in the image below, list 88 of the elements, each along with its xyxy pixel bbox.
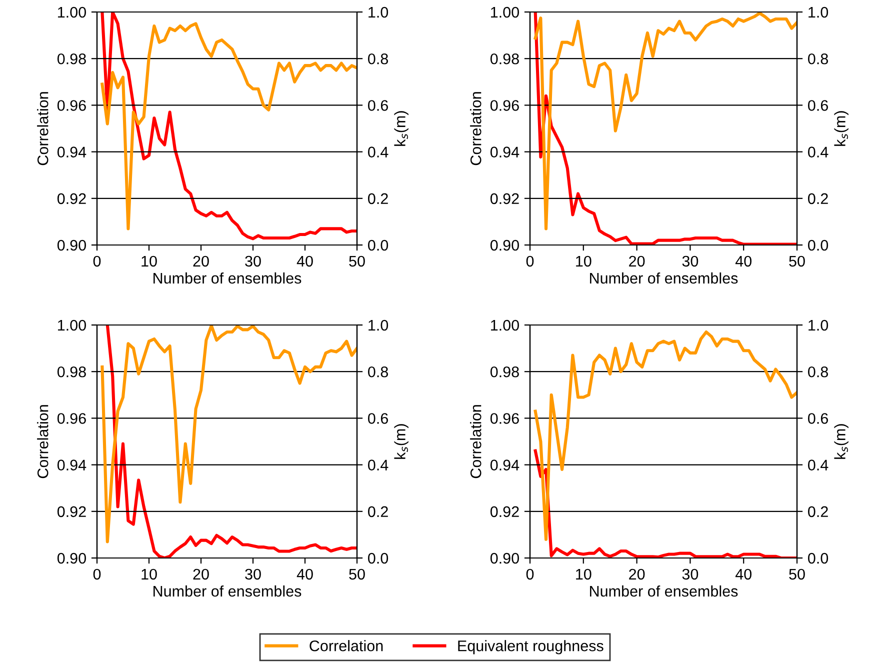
x-tick-label: 0 bbox=[526, 568, 534, 580]
y2-tick-label: 0.8 bbox=[368, 366, 388, 378]
y-tick-label: 0.92 bbox=[490, 193, 519, 204]
y2-tick-label: 0.4 bbox=[368, 460, 388, 470]
y-axis-title: Correlation bbox=[470, 92, 482, 166]
y2-tick-label: 0.2 bbox=[808, 506, 828, 518]
y2-tick-label: 0.4 bbox=[368, 146, 388, 158]
y2-tick-label: 0.0 bbox=[808, 552, 828, 564]
y2-tick-label: 0.4 bbox=[808, 460, 828, 470]
y2-tick-label: 0.0 bbox=[368, 240, 388, 251]
y-tick-label: 0.98 bbox=[490, 53, 519, 64]
y-axis-title: Correlation bbox=[470, 405, 482, 478]
y2-tick-label: 0.2 bbox=[808, 193, 828, 204]
y-tick-label: 0.94 bbox=[490, 146, 520, 158]
x-tick-label: 30 bbox=[682, 256, 698, 267]
y-tick-label: 0.96 bbox=[57, 100, 86, 111]
y2-tick-label: 0.4 bbox=[808, 146, 828, 158]
y-tick-label: 0.90 bbox=[490, 552, 519, 564]
y-tick-label: 0.92 bbox=[57, 193, 86, 204]
y-tick-label: 1.00 bbox=[491, 320, 519, 331]
y2-tick-label: 0.0 bbox=[808, 240, 828, 251]
y2-tick-label: 0.8 bbox=[808, 366, 828, 378]
y-tick-label: 0.96 bbox=[490, 413, 519, 424]
y-tick-label: 0.90 bbox=[57, 240, 86, 251]
y-tick-label: 0.94 bbox=[57, 460, 86, 470]
x-tick-label: 40 bbox=[296, 256, 313, 267]
y2-tick-label: 0.2 bbox=[368, 193, 388, 204]
y2-axis-title: k$_{s}$(m) bbox=[834, 111, 848, 146]
x-tick-label: 30 bbox=[245, 568, 261, 580]
legend-label: Correlation bbox=[310, 640, 383, 652]
x-tick-label: 10 bbox=[576, 568, 592, 580]
y-tick-label: 0.94 bbox=[57, 146, 86, 158]
y-tick-label: 1.00 bbox=[491, 6, 519, 18]
x-tick-label: 20 bbox=[193, 568, 209, 580]
line-series bbox=[534, 449, 797, 558]
x-axis-title: Number of ensembles bbox=[154, 272, 302, 284]
y2-tick-label: 0.0 bbox=[368, 552, 388, 564]
y-axis-title: Correlation bbox=[37, 92, 48, 166]
x-tick-label: 50 bbox=[349, 256, 365, 267]
y-tick-label: 0.90 bbox=[57, 552, 86, 564]
y-axis-title: Correlation bbox=[37, 405, 48, 478]
x-axis-title: Number of ensembles bbox=[590, 272, 738, 284]
y2-tick-label: 0.8 bbox=[808, 53, 828, 64]
x-tick-label: 10 bbox=[142, 568, 157, 580]
y-tick-label: 0.98 bbox=[57, 53, 86, 64]
x-tick-label: 20 bbox=[193, 256, 209, 267]
y2-tick-label: 1.0 bbox=[368, 320, 388, 331]
y2-tick-label: 0.6 bbox=[368, 100, 388, 111]
x-tick-label: 10 bbox=[142, 256, 157, 267]
y2-tick-label: 1.0 bbox=[368, 6, 388, 18]
y2-axis-title: k$_{s}$(m) bbox=[394, 424, 408, 459]
y-tick-label: 0.98 bbox=[490, 366, 519, 378]
x-tick-label: 0 bbox=[93, 256, 101, 267]
y-tick-label: 1.00 bbox=[58, 6, 86, 18]
legend-label: Equivalent roughness bbox=[458, 640, 604, 654]
x-axis-title: Number of ensembles bbox=[154, 585, 302, 597]
y-tick-label: 0.92 bbox=[490, 506, 519, 518]
y2-axis-title: k$_{s}$(m) bbox=[834, 424, 848, 459]
x-tick-label: 40 bbox=[735, 256, 752, 267]
line-series bbox=[534, 330, 797, 541]
x-tick-label: 0 bbox=[526, 256, 534, 267]
y2-tick-label: 0.8 bbox=[368, 53, 388, 64]
x-axis-title: Number of ensembles bbox=[590, 585, 738, 597]
y2-tick-label: 1.0 bbox=[808, 320, 828, 331]
y2-axis-title: k$_{s}$(m) bbox=[394, 111, 408, 146]
y-tick-label: 0.98 bbox=[57, 366, 86, 378]
y-tick-label: 0.94 bbox=[490, 460, 520, 470]
y-tick-label: 0.92 bbox=[57, 506, 86, 518]
y2-tick-label: 0.2 bbox=[368, 506, 388, 518]
y-tick-label: 0.90 bbox=[490, 240, 519, 251]
y-tick-label: 1.00 bbox=[58, 320, 86, 331]
x-tick-label: 50 bbox=[349, 568, 365, 580]
x-tick-label: 40 bbox=[735, 568, 752, 580]
x-tick-label: 30 bbox=[682, 568, 698, 580]
x-tick-label: 20 bbox=[629, 568, 645, 580]
x-tick-label: 0 bbox=[93, 568, 101, 580]
y-tick-label: 0.96 bbox=[490, 100, 519, 111]
y2-tick-label: 0.6 bbox=[368, 413, 388, 424]
y2-tick-label: 0.6 bbox=[808, 100, 828, 111]
x-tick-label: 50 bbox=[789, 256, 805, 267]
x-tick-label: 30 bbox=[245, 256, 261, 267]
x-tick-label: 10 bbox=[576, 256, 592, 267]
y-tick-label: 0.96 bbox=[57, 413, 86, 424]
x-tick-label: 20 bbox=[629, 256, 645, 267]
x-tick-label: 40 bbox=[296, 568, 313, 580]
x-tick-label: 50 bbox=[789, 568, 805, 580]
y2-tick-label: 0.6 bbox=[808, 413, 828, 424]
y2-tick-label: 1.0 bbox=[808, 6, 828, 18]
